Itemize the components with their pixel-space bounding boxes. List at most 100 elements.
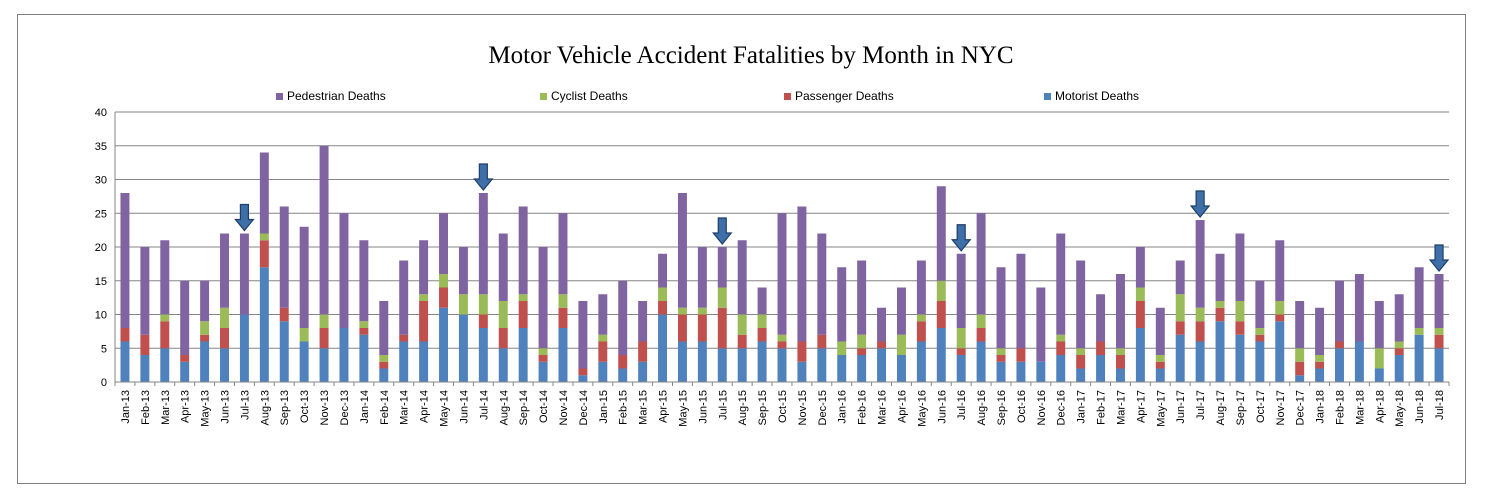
- x-tick-label: Jan-15: [598, 390, 610, 424]
- bar-passenger-deaths-mar-14: [399, 334, 409, 342]
- bar-passenger-deaths-may-13: [200, 334, 210, 342]
- bar-passenger-deaths-may-15: [677, 314, 687, 342]
- bar-cyclist-deaths-aug-16: [976, 314, 986, 328]
- x-tick-label: Apr-14: [419, 390, 431, 423]
- bar-pedestrian-deaths-apr-16: [896, 287, 906, 335]
- bar-cyclist-deaths-jul-14: [478, 294, 488, 315]
- bar-motorist-deaths-aug-15: [737, 348, 747, 382]
- bar-cyclist-deaths-aug-13: [259, 233, 269, 241]
- bar-cyclist-deaths-may-13: [200, 321, 210, 335]
- x-tick-label: Mar-15: [638, 390, 650, 425]
- bar-motorist-deaths-feb-15: [618, 368, 628, 382]
- legend-label: Passenger Deaths: [795, 89, 894, 103]
- bar-pedestrian-deaths-apr-14: [419, 240, 429, 295]
- bar-pedestrian-deaths-sep-16: [996, 267, 1006, 349]
- bar-cyclist-deaths-oct-14: [538, 348, 548, 355]
- y-tick-label: 35: [95, 141, 107, 153]
- bar-motorist-deaths-jun-14: [458, 314, 468, 382]
- bar-cyclist-deaths-may-18: [1394, 341, 1404, 349]
- x-tick-label: May-13: [200, 390, 212, 427]
- bar-pedestrian-deaths-jun-18: [1414, 267, 1424, 328]
- bar-cyclist-deaths-aug-15: [737, 314, 747, 335]
- bar-motorist-deaths-apr-17: [1135, 328, 1145, 382]
- bar-pedestrian-deaths-jan-15: [598, 294, 608, 335]
- legend-swatch-pedestrian-deaths: [276, 93, 283, 100]
- x-tick-label: Jun-15: [697, 390, 709, 424]
- bar-pedestrian-deaths-aug-15: [737, 240, 747, 315]
- bar-pedestrian-deaths-aug-13: [259, 152, 269, 234]
- bar-cyclist-deaths-nov-13: [319, 314, 329, 328]
- y-tick-label: 20: [95, 242, 107, 254]
- bar-cyclist-deaths-jun-16: [936, 280, 946, 301]
- bar-motorist-deaths-mar-14: [399, 341, 409, 382]
- bar-motorist-deaths-mar-13: [160, 348, 170, 382]
- x-tick-label: Jan-16: [837, 390, 849, 424]
- bar-passenger-deaths-feb-17: [1096, 341, 1106, 355]
- bar-passenger-deaths-dec-15: [817, 334, 827, 349]
- bar-motorist-deaths-aug-14: [498, 348, 508, 382]
- bar-pedestrian-deaths-jun-17: [1175, 260, 1185, 295]
- bar-passenger-deaths-sep-16: [996, 355, 1006, 362]
- bar-cyclist-deaths-oct-13: [299, 328, 309, 342]
- bar-motorist-deaths-apr-18: [1374, 368, 1384, 382]
- x-tick-label: Jun-14: [458, 390, 470, 424]
- bar-cyclist-deaths-feb-16: [857, 334, 867, 349]
- bar-motorist-deaths-apr-15: [658, 314, 668, 382]
- bar-pedestrian-deaths-nov-13: [319, 145, 329, 315]
- bar-cyclist-deaths-may-17: [1155, 355, 1165, 362]
- bar-pedestrian-deaths-feb-13: [140, 247, 150, 335]
- x-tick-label: Feb-13: [140, 390, 152, 425]
- legend-label: Cyclist Deaths: [551, 89, 628, 103]
- bar-pedestrian-deaths-oct-13: [299, 226, 309, 328]
- legend: Pedestrian Deaths Cyclist Deaths Passenger…: [276, 89, 1139, 103]
- bar-cyclist-deaths-sep-16: [996, 348, 1006, 355]
- legend-label: Motorist Deaths: [1055, 89, 1139, 103]
- bar-motorist-deaths-dec-17: [1295, 375, 1305, 382]
- down-arrow-icon: [1428, 244, 1450, 272]
- bar-motorist-deaths-feb-16: [857, 355, 867, 382]
- x-tick-label: Jun-17: [1175, 390, 1187, 424]
- bar-cyclist-deaths-oct-15: [777, 334, 787, 342]
- bar-pedestrian-deaths-aug-17: [1215, 253, 1225, 301]
- bar-cyclist-deaths-jan-14: [359, 321, 369, 328]
- chart-frame: Motor Vehicle Accident Fatalities by Mon…: [17, 14, 1466, 484]
- bar-passenger-deaths-jun-16: [936, 301, 946, 328]
- bar-passenger-deaths-jul-17: [1195, 321, 1205, 342]
- bar-motorist-deaths-sep-13: [279, 321, 289, 382]
- bar-pedestrian-deaths-jan-18: [1315, 307, 1325, 355]
- bar-passenger-deaths-jan-17: [1076, 355, 1086, 369]
- bar-pedestrian-deaths-sep-15: [757, 287, 767, 315]
- x-tick-label: Dec-16: [1056, 390, 1068, 425]
- bar-passenger-deaths-nov-17: [1275, 314, 1285, 322]
- bar-cyclist-deaths-jul-15: [717, 287, 727, 308]
- bar-passenger-deaths-feb-15: [618, 355, 628, 369]
- bar-pedestrian-deaths-apr-17: [1135, 247, 1145, 288]
- bar-passenger-deaths-oct-14: [538, 355, 548, 362]
- bar-cyclist-deaths-nov-14: [558, 294, 568, 308]
- bar-pedestrian-deaths-mar-16: [877, 307, 887, 342]
- bar-motorist-deaths-jul-13: [239, 314, 249, 382]
- bar-cyclist-deaths-apr-17: [1135, 287, 1145, 301]
- bar-motorist-deaths-sep-17: [1235, 334, 1245, 382]
- bar-passenger-deaths-dec-14: [578, 368, 588, 376]
- x-tick-label: May-16: [916, 390, 928, 427]
- bar-cyclist-deaths-nov-17: [1275, 301, 1285, 315]
- y-tick-label: 0: [101, 377, 107, 389]
- bar-cyclist-deaths-jun-13: [220, 307, 229, 328]
- x-tick-label: Oct-14: [538, 390, 550, 423]
- bar-pedestrian-deaths-jun-16: [936, 186, 946, 281]
- bar-cyclist-deaths-dec-16: [1056, 334, 1066, 342]
- x-tick-label: Sep-17: [1235, 390, 1247, 425]
- bar-pedestrian-deaths-aug-14: [498, 233, 508, 301]
- bar-cyclist-deaths-jul-16: [956, 328, 966, 349]
- axes: 0 5 10 15 20 25 30 35 40 Jan-13 Feb-13 Mar-13 Apr-13…: [95, 107, 1450, 427]
- x-tick-label: Sep-14: [518, 390, 530, 425]
- bar-motorist-deaths-jun-13: [220, 348, 229, 382]
- bar-motorist-deaths-oct-16: [1016, 361, 1026, 382]
- x-tick-label: May-18: [1394, 390, 1406, 427]
- bar-passenger-deaths-may-16: [916, 321, 926, 342]
- down-arrow-icon: [950, 224, 972, 252]
- bar-passenger-deaths-may-17: [1155, 361, 1165, 369]
- x-tick-label: Nov-14: [558, 390, 570, 425]
- bar-pedestrian-deaths-dec-15: [817, 233, 827, 335]
